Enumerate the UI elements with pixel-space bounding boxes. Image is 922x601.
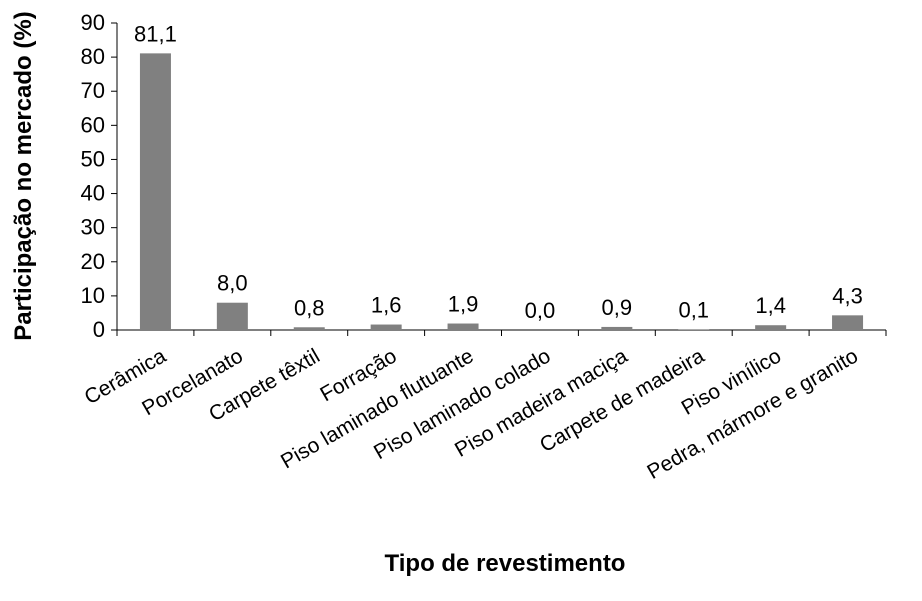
data-label: 81,1: [134, 21, 177, 46]
bar: [370, 324, 402, 330]
y-tick-label: 80: [81, 44, 105, 69]
data-label: 1,6: [371, 293, 402, 318]
data-labels-group: 81,1 8,0 0,8 1,6 1,9 0,0 0,9 0,1 1,4 4,3: [134, 21, 863, 323]
y-tick-label: 0: [93, 317, 105, 342]
bars-group: [139, 53, 864, 331]
y-tick-label: 70: [81, 78, 105, 103]
data-label: 4,3: [832, 283, 863, 308]
bar: [601, 326, 633, 330]
y-tick-label: 20: [81, 249, 105, 274]
y-axis-ticks: 0 10 20 30 40 50 60 70 80 90: [81, 10, 117, 342]
data-label: 0,9: [602, 295, 633, 320]
y-axis-title: Participação no mercado (%): [10, 11, 37, 340]
y-tick-label: 40: [81, 181, 105, 206]
y-tick-label: 90: [81, 10, 105, 35]
data-label: 1,9: [448, 292, 479, 317]
y-tick-label: 10: [81, 283, 105, 308]
bar: [293, 327, 325, 330]
data-label: 8,0: [217, 271, 248, 296]
data-label: 0,0: [525, 298, 556, 323]
x-axis-title: Tipo de revestimento: [385, 550, 626, 577]
bar: [447, 323, 479, 330]
bar: [139, 53, 171, 331]
y-tick-label: 30: [81, 215, 105, 240]
bar: [832, 315, 864, 330]
y-tick-label: 60: [81, 112, 105, 137]
x-axis-ticks: [116, 330, 887, 336]
y-tick-label: 50: [81, 146, 105, 171]
data-label: 0,8: [294, 295, 325, 320]
bar: [216, 302, 248, 330]
data-label: 1,4: [755, 293, 786, 318]
data-label: 0,1: [678, 298, 709, 323]
bar: [755, 325, 787, 330]
